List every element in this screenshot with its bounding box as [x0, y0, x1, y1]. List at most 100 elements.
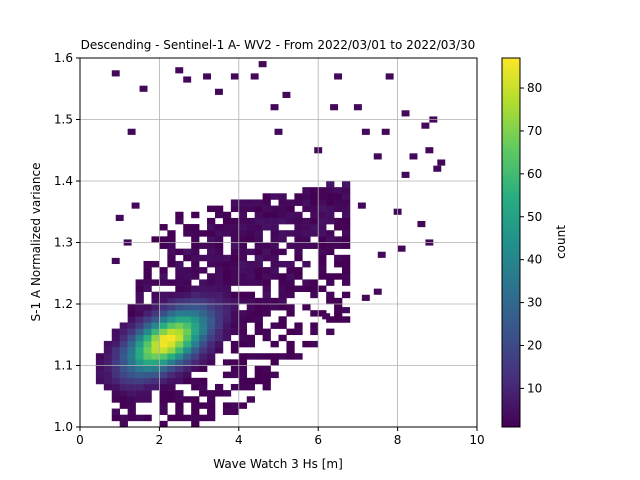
heatmap-cell: [143, 304, 152, 311]
heatmap-cell: [103, 340, 113, 348]
heatmap-cell: [135, 371, 144, 379]
heatmap-cell: [119, 353, 128, 360]
heatmap-cell: [238, 328, 248, 336]
heatmap-cell: [207, 279, 216, 286]
y-tick-label: 1.6: [54, 51, 73, 65]
heatmap-cell: [278, 297, 287, 305]
heatmap-cell: [143, 279, 152, 286]
heatmap-cell: [238, 211, 248, 219]
heatmap-cell: [270, 297, 279, 305]
heatmap-cell: [199, 340, 208, 348]
heatmap-cell: [254, 217, 263, 225]
heatmap-cell: [246, 236, 255, 243]
heatmap-cell: [111, 340, 120, 348]
heatmap-cell: [254, 297, 263, 305]
heatmap-cell: [95, 365, 105, 372]
heatmap-cell: [111, 390, 120, 397]
heatmap-cell: [302, 279, 311, 286]
heatmap-cell: [433, 165, 442, 172]
heatmap-cell: [262, 365, 271, 372]
heatmap-cell: [191, 230, 200, 237]
heatmap-cell: [238, 279, 248, 286]
heatmap-cell: [326, 316, 335, 323]
heatmap-cell: [238, 322, 248, 329]
colorbar-tick-label: 20: [527, 338, 542, 352]
heatmap-cell: [111, 359, 120, 366]
heatmap-cell: [175, 377, 184, 385]
heatmap-cell: [286, 304, 295, 311]
heatmap-cell: [254, 230, 263, 237]
heatmap-cell: [199, 291, 208, 299]
heatmap-cell: [214, 242, 224, 249]
heatmap-cell: [254, 371, 263, 379]
heatmap-cell: [222, 291, 232, 299]
heatmap-cell: [222, 402, 232, 409]
heatmap-cell: [254, 242, 263, 249]
x-axis-ticks: 0 2 4 6 8 10: [76, 427, 485, 447]
heatmap-cell: [119, 347, 128, 354]
heatmap-cell: [151, 365, 160, 372]
heatmap-cell: [207, 334, 216, 342]
heatmap-cell: [199, 242, 208, 249]
heatmap-cell: [302, 187, 311, 194]
heatmap-cell: [222, 273, 232, 280]
heatmap-cell: [230, 242, 240, 249]
heatmap-cell: [167, 230, 176, 237]
heatmap-cell: [230, 347, 240, 354]
heatmap-cell: [214, 260, 224, 268]
heatmap-cell: [111, 257, 120, 265]
heatmap-cell: [167, 297, 176, 305]
heatmap-cell: [159, 334, 168, 342]
heatmap-cell: [294, 267, 303, 274]
heatmap-cell: [262, 279, 271, 286]
heatmap-cell: [270, 340, 279, 348]
heatmap-cell: [310, 242, 319, 249]
heatmap-cell: [119, 377, 128, 385]
heatmap-cell: [143, 347, 152, 354]
heatmap-cell: [214, 230, 224, 237]
heatmap-cell: [246, 260, 255, 268]
heatmap-cell: [159, 304, 168, 311]
heatmap-cell: [246, 279, 255, 286]
heatmap-cell: [143, 328, 152, 336]
heatmap-cell: [207, 248, 216, 256]
heatmap-cell: [191, 224, 200, 231]
heatmap-cell: [318, 211, 327, 219]
heatmap-cell: [294, 328, 303, 336]
heatmap-cell: [111, 353, 120, 360]
heatmap-cell: [294, 199, 303, 206]
heatmap-cell: [326, 187, 335, 194]
heatmap-cell: [159, 353, 168, 360]
heatmap-cell: [342, 316, 351, 323]
heatmap-cell: [191, 402, 200, 409]
heatmap-cell: [135, 377, 144, 385]
heatmap-cell: [334, 316, 343, 323]
heatmap-cell: [119, 328, 128, 336]
heatmap-cell: [167, 310, 176, 317]
heatmap-cell: [151, 279, 160, 286]
heatmap-cell: [342, 307, 350, 314]
heatmap-cell: [270, 217, 279, 225]
heatmap-cell: [103, 359, 113, 366]
heatmap-cell: [214, 304, 224, 311]
heatmap-cell: [127, 328, 136, 336]
heatmap-cell: [318, 187, 327, 194]
heatmap-cell: [167, 260, 176, 268]
heatmap-cell: [207, 205, 216, 213]
heatmap-cell: [143, 273, 152, 280]
heatmap-cell: [191, 248, 200, 256]
heatmap-cell: [199, 328, 208, 336]
heatmap-cell: [199, 353, 208, 360]
heatmap-cell: [238, 340, 248, 348]
heatmap-cell: [214, 347, 224, 354]
heatmap-cell: [214, 248, 224, 256]
heatmap-cell: [262, 248, 271, 256]
heatmap-cell: [318, 285, 327, 292]
heatmap-cell: [183, 359, 192, 366]
heatmap-cell: [278, 193, 287, 200]
heatmap-cell: [135, 414, 144, 422]
heatmap-cell: [159, 383, 168, 391]
heatmap-cell: [238, 248, 248, 256]
heatmap-cell: [278, 248, 287, 256]
heatmap-cell: [175, 291, 184, 299]
